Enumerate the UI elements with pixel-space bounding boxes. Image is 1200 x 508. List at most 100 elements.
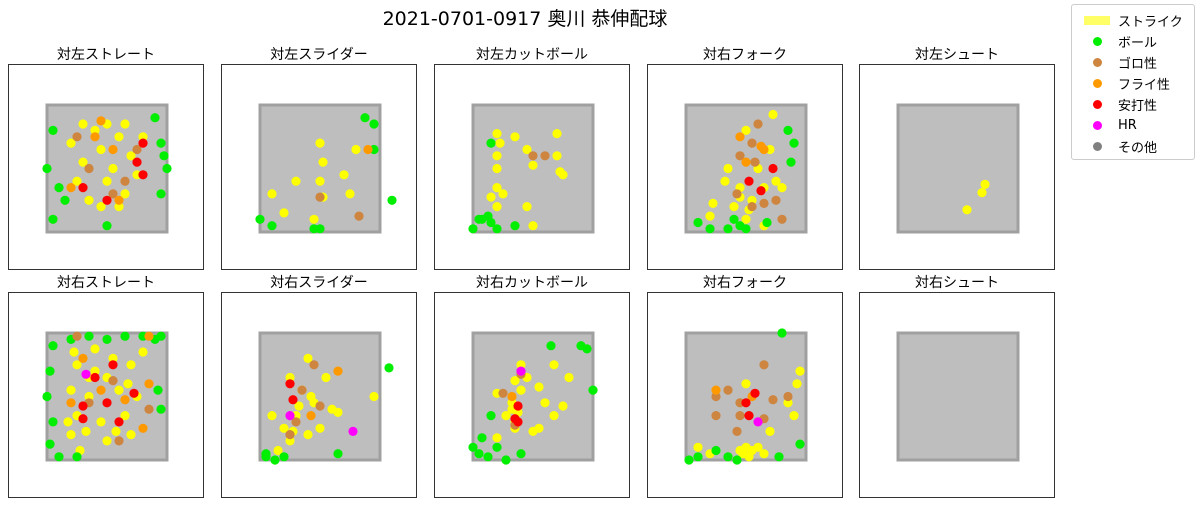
pitch-point-strike bbox=[126, 151, 136, 161]
pitch-point-ball bbox=[786, 157, 796, 167]
pitch-point-ball bbox=[588, 385, 598, 395]
pitch-point-ball bbox=[102, 221, 112, 231]
pitch-point-ball bbox=[333, 449, 343, 459]
pitch-point-strike bbox=[555, 167, 565, 177]
pitch-point-ball bbox=[468, 224, 478, 234]
pitch-point-strike bbox=[114, 202, 124, 212]
pitch-point-ball bbox=[270, 455, 280, 465]
pitch-point-strike bbox=[552, 151, 562, 161]
pitch-point-ball bbox=[255, 214, 265, 224]
pitch-point-ball bbox=[279, 452, 289, 462]
pitch-point-strike bbox=[339, 170, 349, 180]
pitch-point-hr bbox=[285, 411, 295, 421]
scatter-panel bbox=[647, 292, 843, 498]
pitch-point-strike bbox=[741, 379, 751, 389]
legend-swatch-hit bbox=[1093, 99, 1102, 109]
scatter-panel bbox=[8, 292, 204, 498]
pitch-point-strike bbox=[510, 132, 520, 142]
pitch-point-goro bbox=[315, 192, 325, 202]
pitch-point-strike bbox=[309, 214, 319, 224]
pitch-point-strike bbox=[111, 426, 121, 436]
pitch-point-goro bbox=[297, 385, 307, 395]
pitch-point-hit bbox=[744, 411, 754, 421]
pitch-point-ball bbox=[102, 334, 112, 344]
legend-label-goro: ゴロ性 bbox=[1118, 56, 1158, 72]
pitch-point-strike bbox=[78, 119, 88, 129]
pitch-point-ball bbox=[777, 328, 787, 338]
pitch-point-ball bbox=[360, 113, 370, 123]
pitch-point-strike bbox=[345, 189, 355, 199]
pitch-point-strike bbox=[285, 372, 295, 383]
scatter-plot bbox=[255, 103, 397, 234]
pitch-point-goro bbox=[735, 151, 745, 161]
pitch-point-strike bbox=[765, 426, 775, 436]
scatter-panel bbox=[859, 64, 1055, 270]
pitch-point-strike bbox=[123, 379, 133, 389]
legend-item-hit: 安打性 bbox=[1080, 95, 1157, 114]
legend: ストライク ボール ゴロ性 フライ性 安打性 HR その他 bbox=[1071, 4, 1195, 160]
scatter-plot bbox=[896, 331, 1020, 462]
pitch-point-strike bbox=[279, 423, 289, 433]
scatter-plot bbox=[42, 103, 172, 234]
pitch-point-strike bbox=[789, 411, 799, 421]
pitch-point-strike bbox=[96, 202, 106, 212]
pitch-point-strike bbox=[534, 382, 544, 392]
pitch-point-strike bbox=[486, 192, 496, 202]
pitch-point-ball bbox=[468, 442, 478, 452]
pitch-point-ball bbox=[582, 344, 592, 354]
pitch-point-ball bbox=[42, 163, 52, 174]
pitch-point-fly bbox=[96, 385, 106, 395]
strike-zone bbox=[896, 331, 1020, 462]
pitch-point-goro bbox=[498, 388, 508, 398]
pitch-point-ball bbox=[789, 138, 799, 148]
pitch-point-hr bbox=[516, 366, 526, 376]
pitch-point-strike bbox=[771, 176, 781, 186]
pitch-point-strike bbox=[96, 417, 106, 427]
pitch-point-strike bbox=[522, 202, 532, 212]
pitch-point-ball bbox=[516, 449, 526, 459]
pitch-point-fly bbox=[363, 144, 373, 155]
pitch-point-fly bbox=[711, 385, 721, 395]
pitch-point-strike bbox=[66, 138, 76, 148]
pitch-point-fly bbox=[78, 353, 88, 363]
pitch-point-ball bbox=[150, 113, 160, 123]
pitch-point-fly bbox=[735, 132, 745, 142]
pitch-point-strike bbox=[351, 144, 361, 155]
pitch-point-strike bbox=[753, 442, 763, 452]
pitch-point-strike bbox=[96, 144, 106, 155]
legend-swatch-ball bbox=[1093, 36, 1102, 46]
pitch-point-ball bbox=[54, 183, 64, 193]
pitch-point-strike bbox=[126, 430, 136, 440]
pitch-point-fly bbox=[120, 395, 130, 405]
pitch-point-strike bbox=[777, 183, 787, 193]
pitch-point-goro bbox=[732, 426, 742, 436]
panel-title: 対右フォーク bbox=[703, 47, 787, 63]
pitch-point-hit bbox=[138, 170, 148, 180]
pitch-point-strike bbox=[102, 436, 112, 446]
pitch-point-strike bbox=[108, 163, 118, 174]
pitch-point-goro bbox=[315, 401, 325, 411]
pitch-point-goro bbox=[72, 132, 82, 142]
pitch-point-strike bbox=[81, 426, 91, 436]
pitch-point-ball bbox=[501, 455, 511, 465]
pitch-point-goro bbox=[732, 189, 742, 199]
pitch-point-goro bbox=[750, 157, 760, 167]
legend-swatch-strike bbox=[1084, 15, 1110, 25]
pitch-point-fly bbox=[138, 423, 148, 433]
pitch-point-hit bbox=[741, 398, 751, 408]
pitch-point-hit bbox=[78, 401, 88, 411]
pitch-point-strike bbox=[549, 411, 559, 421]
strike-zone bbox=[258, 331, 382, 462]
panel-title: 対右シュート bbox=[915, 275, 999, 291]
pitch-point-strike bbox=[729, 202, 739, 212]
pitch-point-hit bbox=[132, 157, 142, 167]
pitch-point-ball bbox=[693, 452, 703, 462]
scatter-plot bbox=[684, 103, 808, 234]
pitch-point-ball bbox=[54, 452, 64, 462]
scatter-panel bbox=[434, 64, 630, 270]
pitch-point-strike bbox=[792, 379, 802, 389]
pitch-point-ball bbox=[42, 391, 52, 402]
pitch-point-strike bbox=[759, 449, 769, 459]
pitch-point-strike bbox=[980, 179, 990, 189]
pitch-point-fly bbox=[144, 331, 154, 341]
